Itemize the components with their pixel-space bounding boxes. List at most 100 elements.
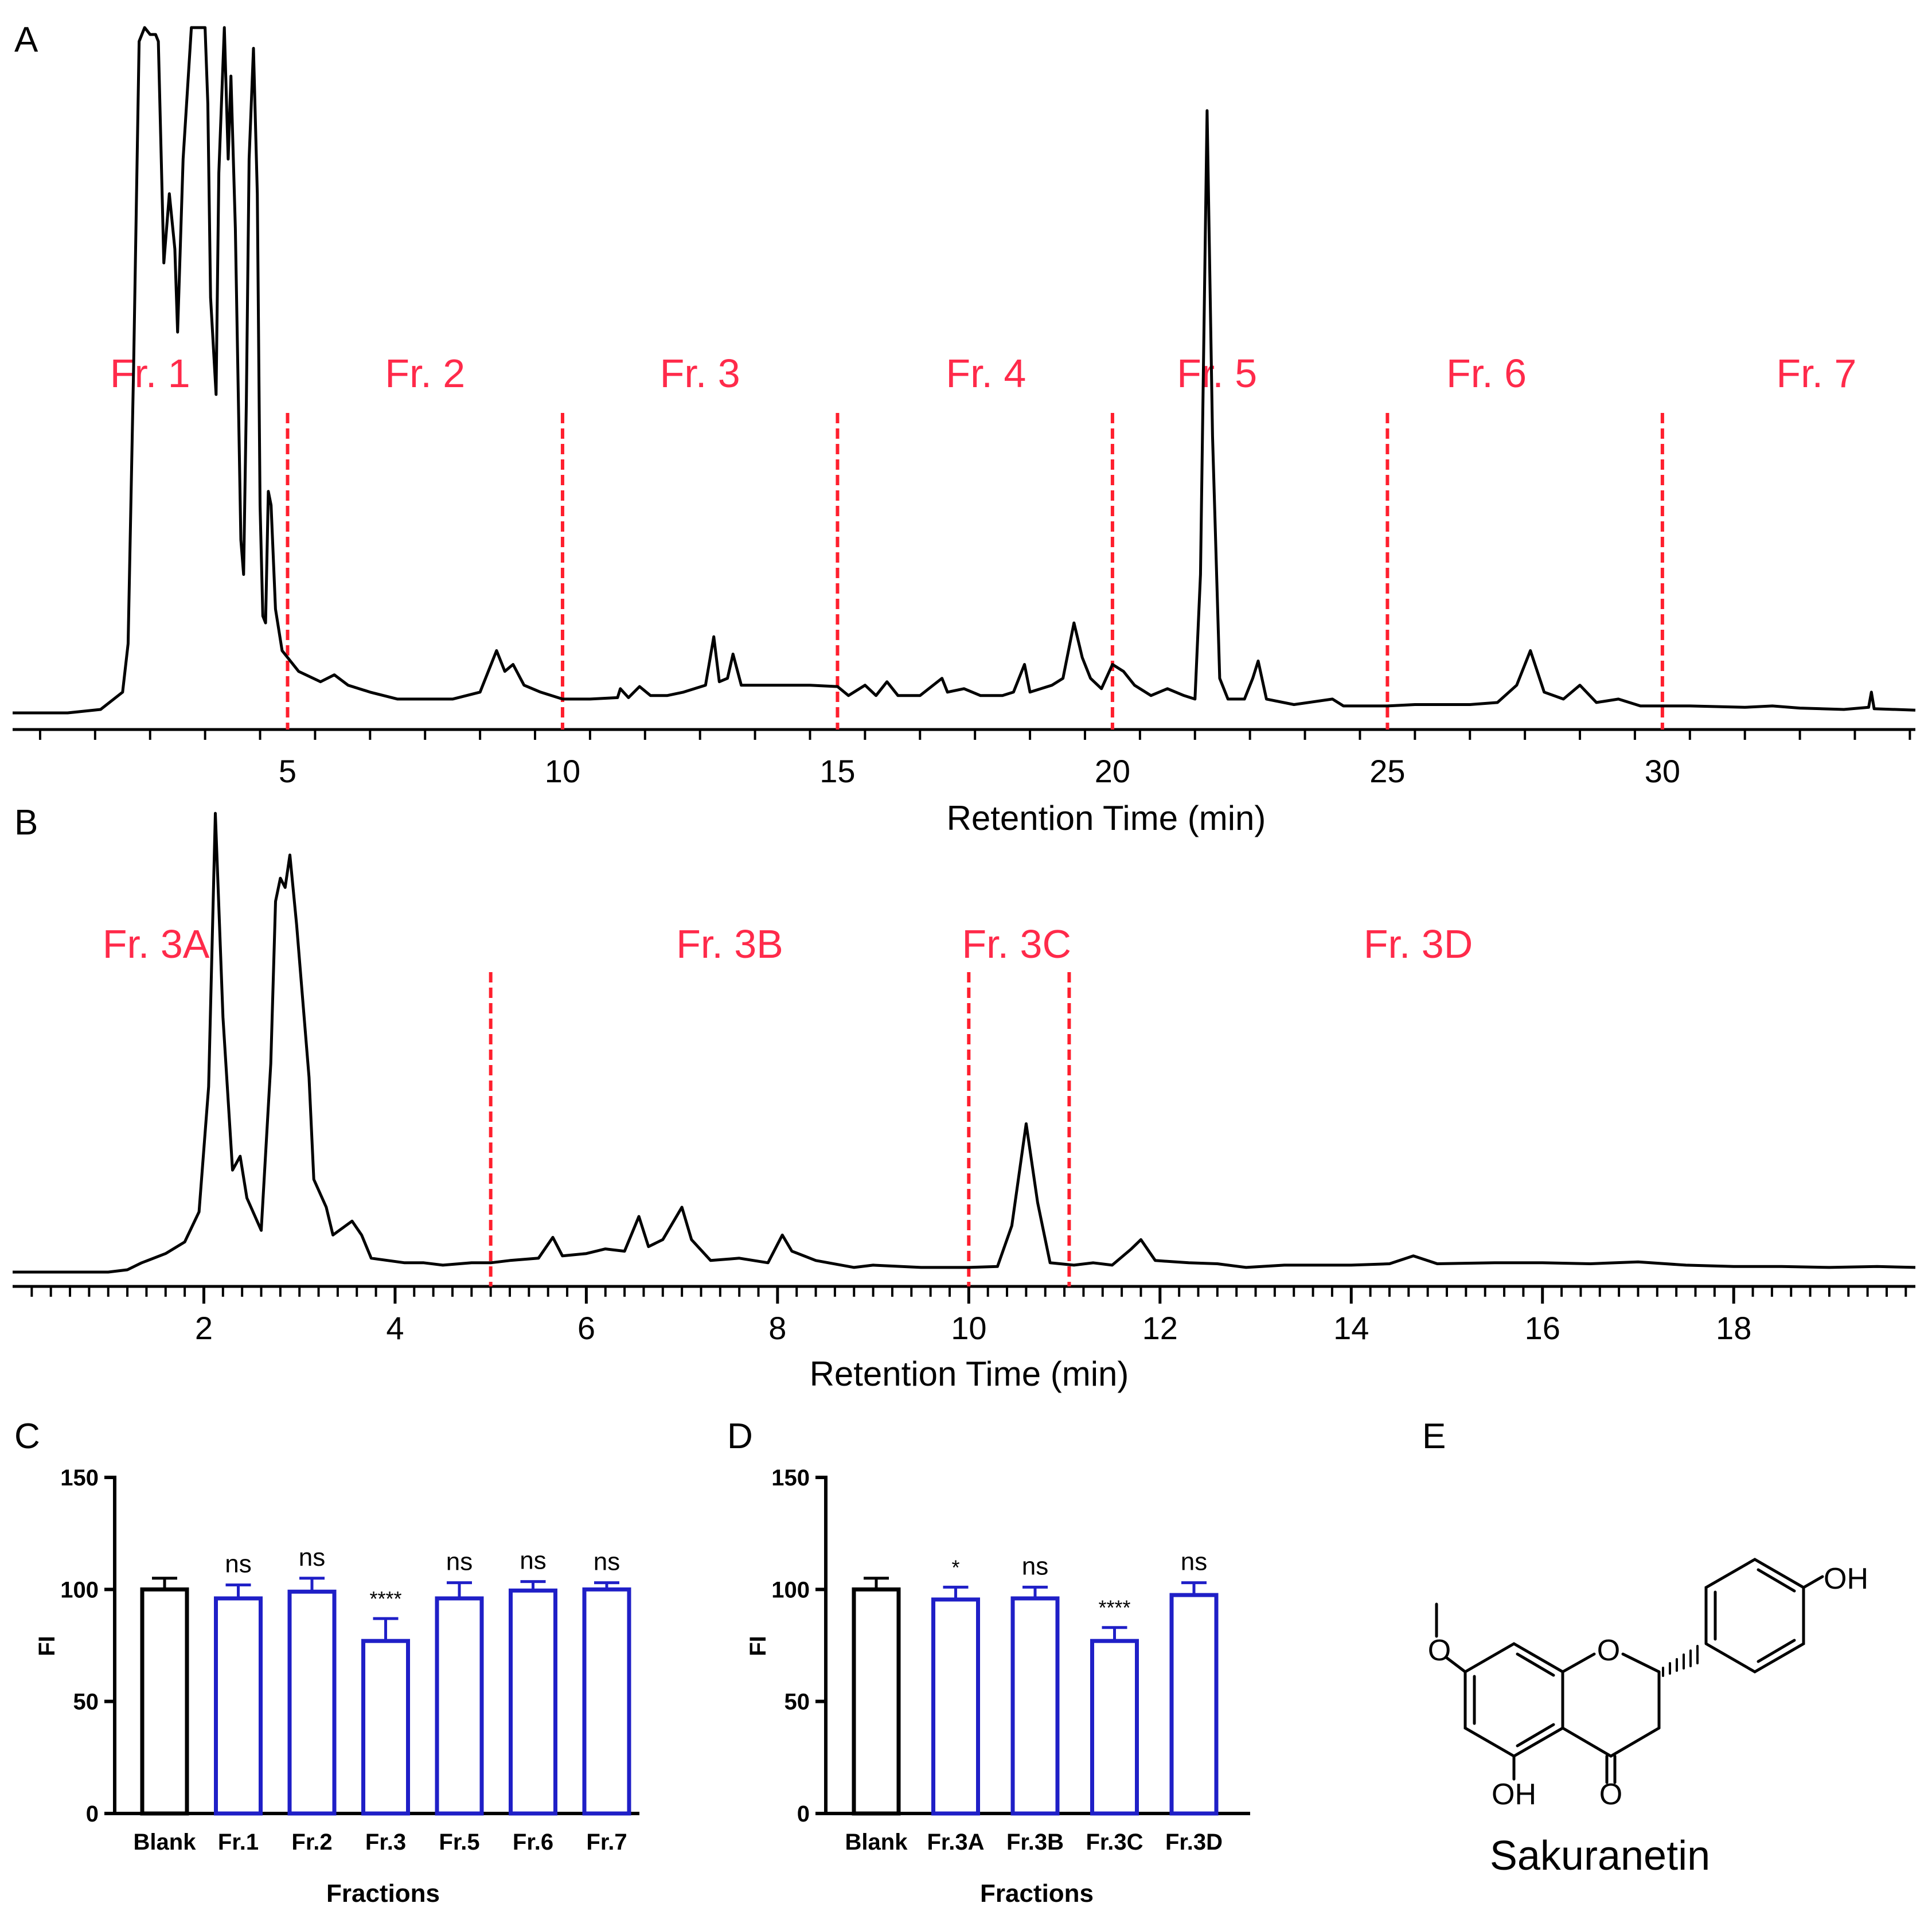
ring-a-double-1 [1516,1652,1555,1677]
fraction-dividers-b [489,972,1071,1286]
atom-labels: OH O O OH O Sakuranetin [1428,1562,1868,1879]
bond-c4-c4a [1561,1726,1613,1758]
ring-b-double-3 [1757,1639,1796,1663]
bond-c3-c4 [1609,1726,1661,1758]
panel-letter-a: A [14,20,38,60]
significance-fr1: ns [225,1550,251,1578]
significance-fr6: ns [520,1547,546,1575]
bars-c: Blank Fr.1 ns Fr.2 ns Fr.3 **** Fr.5 ns Fr.6 ns Fr.… [134,1543,631,1855]
bar-fr6 [509,1588,557,1816]
fraction-label-fr1: Fr. 1 [110,351,190,396]
category-label-fr3d: Fr.3D [1165,1830,1223,1855]
ring-b-double-2 [1757,1568,1796,1593]
fraction-label-fr7: Fr. 7 [1776,351,1856,396]
bar-fr3 [361,1639,410,1816]
significance-fr7: ns [594,1548,620,1576]
category-label-blank: Blank [845,1830,908,1855]
category-label-fr3: Fr.3 [365,1830,406,1855]
fraction-labels-a: Fr. 1 Fr. 2 Fr. 3 Fr. 4 Fr. 5 Fr. 6 Fr. 7 [110,351,1857,396]
category-label-fr3c: Fr.3C [1086,1830,1143,1855]
significance-fr5: ns [446,1548,473,1576]
tick-label-12: 12 [1142,1310,1178,1346]
bar-fr2 [287,1589,337,1816]
compound-name: Sakuranetin [1490,1833,1710,1879]
methoxy-bond [1445,1656,1467,1674]
tick-label-10: 10 [951,1310,986,1346]
category-label-fr3a: Fr.3A [927,1830,984,1855]
trace-b [13,812,1916,1274]
tick-label-18: 18 [1716,1310,1751,1346]
category-label-fr1: Fr.1 [218,1830,259,1855]
bar-fr3d [1169,1593,1219,1816]
significance-fr3d: ns [1181,1548,1207,1576]
oh-top-bond [1802,1575,1824,1589]
hashed-wedge [1662,1645,1699,1677]
panel-letter-e: E [1422,1417,1446,1456]
y-tick-label-150: 150 [60,1465,99,1491]
panel-letter-b: B [14,803,38,843]
bond-o-c2 [1621,1652,1661,1674]
chromatogram-b: 2 4 6 8 10 12 14 16 18 Fr. 3A Fr. 3B Fr. 3C Fr. 3D … [13,812,1916,1393]
ring-a [1463,1642,1564,1758]
tick-label-8: 8 [768,1310,786,1346]
bar-fr3b [1010,1596,1060,1816]
sakuranetin-structure [1435,1558,1824,1784]
x-ticks-b: 2 4 6 8 10 12 14 16 18 [30,1286,1907,1346]
significance-fr3a: * [951,1555,959,1579]
significance-fr3b: ns [1022,1552,1048,1580]
x-axis-label-c: Fractions [326,1879,440,1908]
y-tick-label-150: 150 [771,1465,810,1491]
bar-fr7 [582,1587,631,1816]
y-tick-label-50: 50 [73,1690,99,1715]
bar-fr5 [435,1596,484,1816]
y-tick-label-100: 100 [771,1577,810,1602]
bar-fr1 [214,1596,263,1816]
fraction-label-fr5: Fr. 5 [1177,351,1257,396]
category-label-fr5: Fr.5 [439,1830,479,1855]
y-tick-label-0: 0 [797,1801,810,1827]
category-label-blank: Blank [134,1830,197,1855]
panel-letter-c: C [14,1417,40,1456]
x-axis-label-d: Fractions [980,1879,1094,1908]
x-axis-label-a: Retention Time (min) [947,799,1266,837]
y-tick-label-50: 50 [784,1690,810,1715]
fraction-label-fr2: Fr. 2 [385,351,465,396]
tick-label-10: 10 [545,753,580,789]
bond-c8a-o [1561,1652,1596,1674]
fraction-label-fr3d: Fr. 3D [1364,922,1473,966]
fraction-label-fr3a: Fr. 3A [103,922,210,966]
tick-label-2: 2 [195,1310,213,1346]
significance-fr2: ns [299,1543,325,1571]
x-axis-label-b: Retention Time (min) [810,1355,1129,1393]
significance-fr3: **** [369,1587,401,1610]
category-label-fr6: Fr.6 [513,1830,553,1855]
atom-ring-o: O [1597,1634,1620,1667]
atom-ketone-o: O [1599,1778,1622,1811]
fraction-dividers-a [286,413,1664,730]
category-label-fr3b: Fr.3B [1006,1830,1064,1855]
y-tick-label-0: 0 [86,1801,99,1827]
fraction-label-fr3c: Fr. 3C [962,922,1071,966]
y-tick-label-100: 100 [60,1577,99,1602]
atom-oh-bottom: OH [1492,1778,1536,1811]
bars-d: Blank Fr.3A * Fr.3B ns Fr.3C **** Fr.3D ns [845,1548,1223,1855]
tick-label-20: 20 [1095,753,1130,789]
atom-oh-top: OH [1824,1562,1868,1596]
tick-label-25: 25 [1369,753,1405,789]
atom-methoxy-o: O [1428,1634,1451,1667]
tick-label-15: 15 [819,753,855,789]
y-axis-label-c: FI [34,1636,60,1656]
ring-b [1704,1558,1805,1674]
trace-a [13,26,1916,715]
fraction-label-fr3b: Fr. 3B [676,922,783,966]
tick-label-30: 30 [1645,753,1680,789]
bar-fr3c [1090,1639,1139,1816]
bar-blank [852,1587,901,1816]
fraction-label-fr3: Fr. 3 [660,351,740,396]
x-ticks-a: 5 10 15 20 25 30 [38,730,1911,789]
fraction-label-fr6: Fr. 6 [1446,351,1527,396]
fraction-label-fr4: Fr. 4 [946,351,1026,396]
fraction-labels-b: Fr. 3A Fr. 3B Fr. 3C Fr. 3D [103,922,1473,966]
bar-blank [140,1587,189,1816]
